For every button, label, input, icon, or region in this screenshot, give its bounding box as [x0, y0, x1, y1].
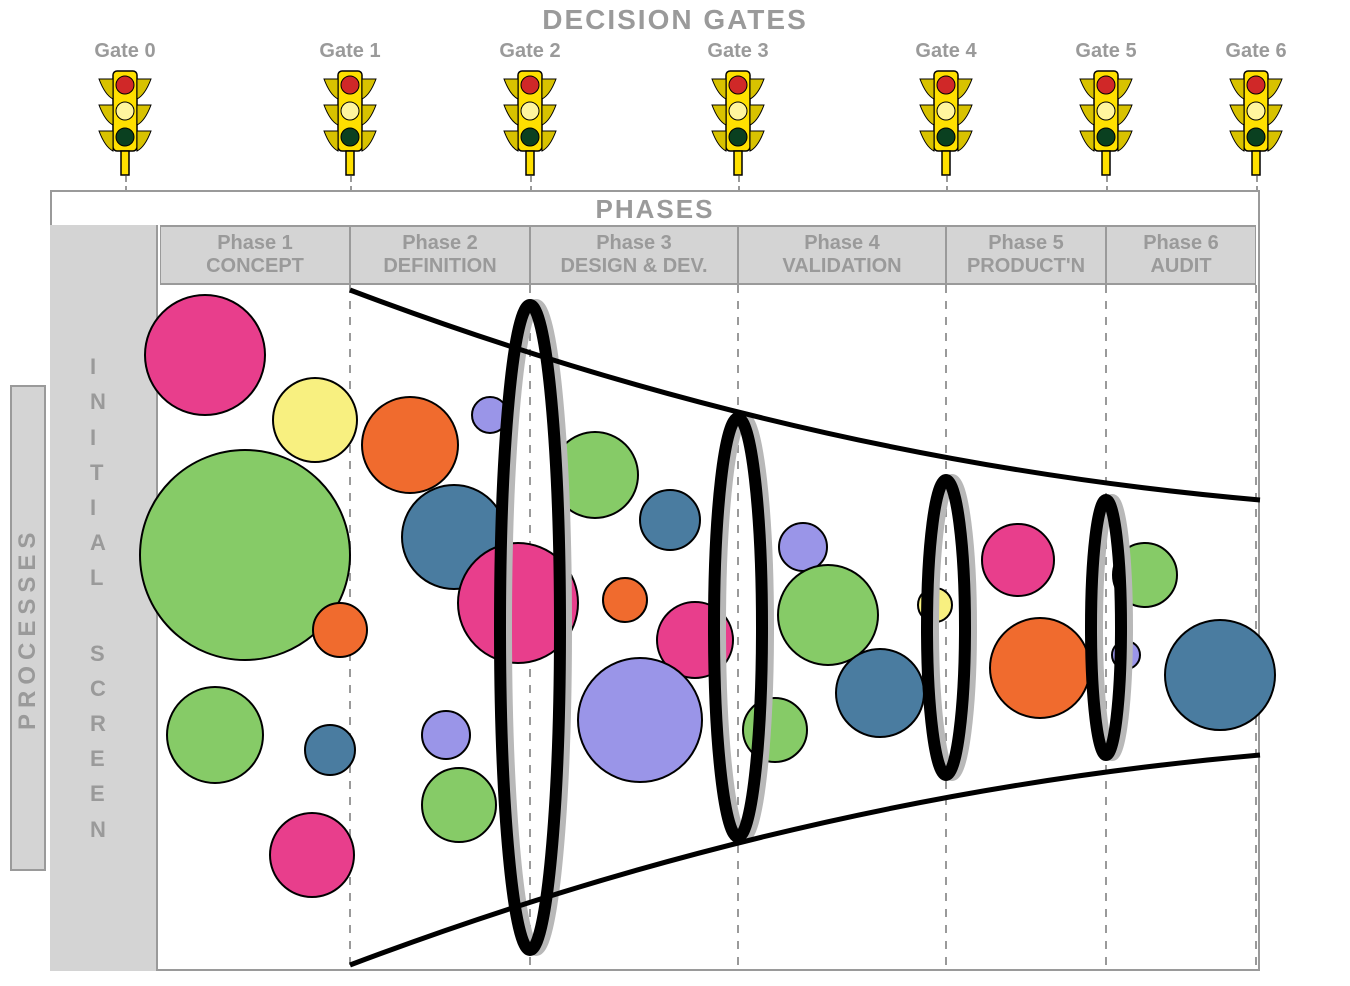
bubble-15 — [603, 578, 647, 622]
decision-gates-title-text: DECISION GATES — [542, 4, 808, 35]
traffic-light-icon — [1076, 69, 1136, 179]
gate-2: Gate 2 — [485, 40, 575, 179]
gate-5: Gate 5 — [1061, 40, 1151, 179]
phase-line1-1: Phase 1 — [161, 232, 349, 255]
bubble-24 — [990, 618, 1090, 718]
gate-tick-3 — [738, 176, 740, 192]
phase-line1-5: Phase 5 — [947, 232, 1105, 255]
phase-line2-4: VALIDATION — [739, 255, 945, 278]
bubble-10 — [422, 711, 470, 759]
funnel-diagram — [0, 285, 1350, 971]
gate-label-0: Gate 0 — [80, 40, 170, 63]
bubble-6 — [313, 603, 367, 657]
phase-cell-2: Phase 2 DEFINITION — [350, 225, 530, 285]
phase-cell-6: Phase 6 AUDIT — [1106, 225, 1256, 285]
bubble-27 — [1165, 620, 1275, 730]
gate-3: Gate 3 — [693, 40, 783, 179]
bubble-0 — [145, 295, 265, 415]
gate-traffic-3 — [693, 69, 783, 179]
bubble-1 — [273, 378, 357, 462]
gate-label-5: Gate 5 — [1061, 40, 1151, 63]
gate-0: Gate 0 — [80, 40, 170, 179]
gate-tick-2 — [530, 176, 532, 192]
traffic-light-icon — [500, 69, 560, 179]
gate-label-3: Gate 3 — [693, 40, 783, 63]
phase-line2-6: AUDIT — [1107, 255, 1255, 278]
phases-header-text: PHASES — [596, 194, 715, 225]
bubble-18 — [779, 523, 827, 571]
gate-traffic-2 — [485, 69, 575, 179]
decision-gates-title: DECISION GATES — [0, 4, 1350, 36]
gates-row: Gate 0 Gate 1 Gate 2 — [0, 40, 1350, 190]
phase-line1-2: Phase 2 — [351, 232, 529, 255]
traffic-light-icon — [708, 69, 768, 179]
bubble-20 — [836, 649, 924, 737]
gate-tick-1 — [350, 176, 352, 192]
gate-4: Gate 4 — [901, 40, 991, 179]
gate-label-2: Gate 2 — [485, 40, 575, 63]
gate-traffic-5 — [1061, 69, 1151, 179]
bubble-19 — [778, 565, 878, 665]
traffic-light-icon — [95, 69, 155, 179]
gate-traffic-6 — [1211, 69, 1301, 179]
phase-line2-5: PRODUCT'N — [947, 255, 1105, 278]
phase-line1-4: Phase 4 — [739, 232, 945, 255]
funnel-top-curve — [350, 290, 1260, 500]
phase-cells-row: Phase 1 CONCEPT Phase 2 DEFINITION Phase… — [0, 225, 1350, 285]
bubble-11 — [422, 768, 496, 842]
gate-tick-5 — [1106, 176, 1108, 192]
gate-1: Gate 1 — [305, 40, 395, 179]
bubble-23 — [982, 524, 1054, 596]
gate-label-1: Gate 1 — [305, 40, 395, 63]
phase-cell-5: Phase 5 PRODUCT'N — [946, 225, 1106, 285]
gate-traffic-4 — [901, 69, 991, 179]
phase-line1-6: Phase 6 — [1107, 232, 1255, 255]
traffic-light-icon — [1226, 69, 1286, 179]
bubble-7 — [167, 687, 263, 783]
traffic-light-icon — [916, 69, 976, 179]
gate-traffic-1 — [305, 69, 395, 179]
gate-label-4: Gate 4 — [901, 40, 991, 63]
phase-line2-3: DESIGN & DEV. — [531, 255, 737, 278]
phase-line2-2: DEFINITION — [351, 255, 529, 278]
bubble-8 — [305, 725, 355, 775]
gate-6: Gate 6 — [1211, 40, 1301, 179]
gate-label-6: Gate 6 — [1211, 40, 1301, 63]
traffic-light-icon — [320, 69, 380, 179]
phase-cell-4: Phase 4 VALIDATION — [738, 225, 946, 285]
gate-tick-4 — [946, 176, 948, 192]
phase-line1-3: Phase 3 — [531, 232, 737, 255]
phase-cell-1: Phase 1 CONCEPT — [160, 225, 350, 285]
phase-cell-3: Phase 3 DESIGN & DEV. — [530, 225, 738, 285]
bubble-17 — [578, 658, 702, 782]
phase-line2-1: CONCEPT — [161, 255, 349, 278]
gate-tick-0 — [125, 176, 127, 192]
bubble-3 — [362, 397, 458, 493]
bubble-14 — [640, 490, 700, 550]
gate-traffic-0 — [80, 69, 170, 179]
bubble-9 — [270, 813, 354, 897]
gate-tick-6 — [1256, 176, 1258, 192]
phases-header-bar: PHASES — [52, 192, 1258, 227]
